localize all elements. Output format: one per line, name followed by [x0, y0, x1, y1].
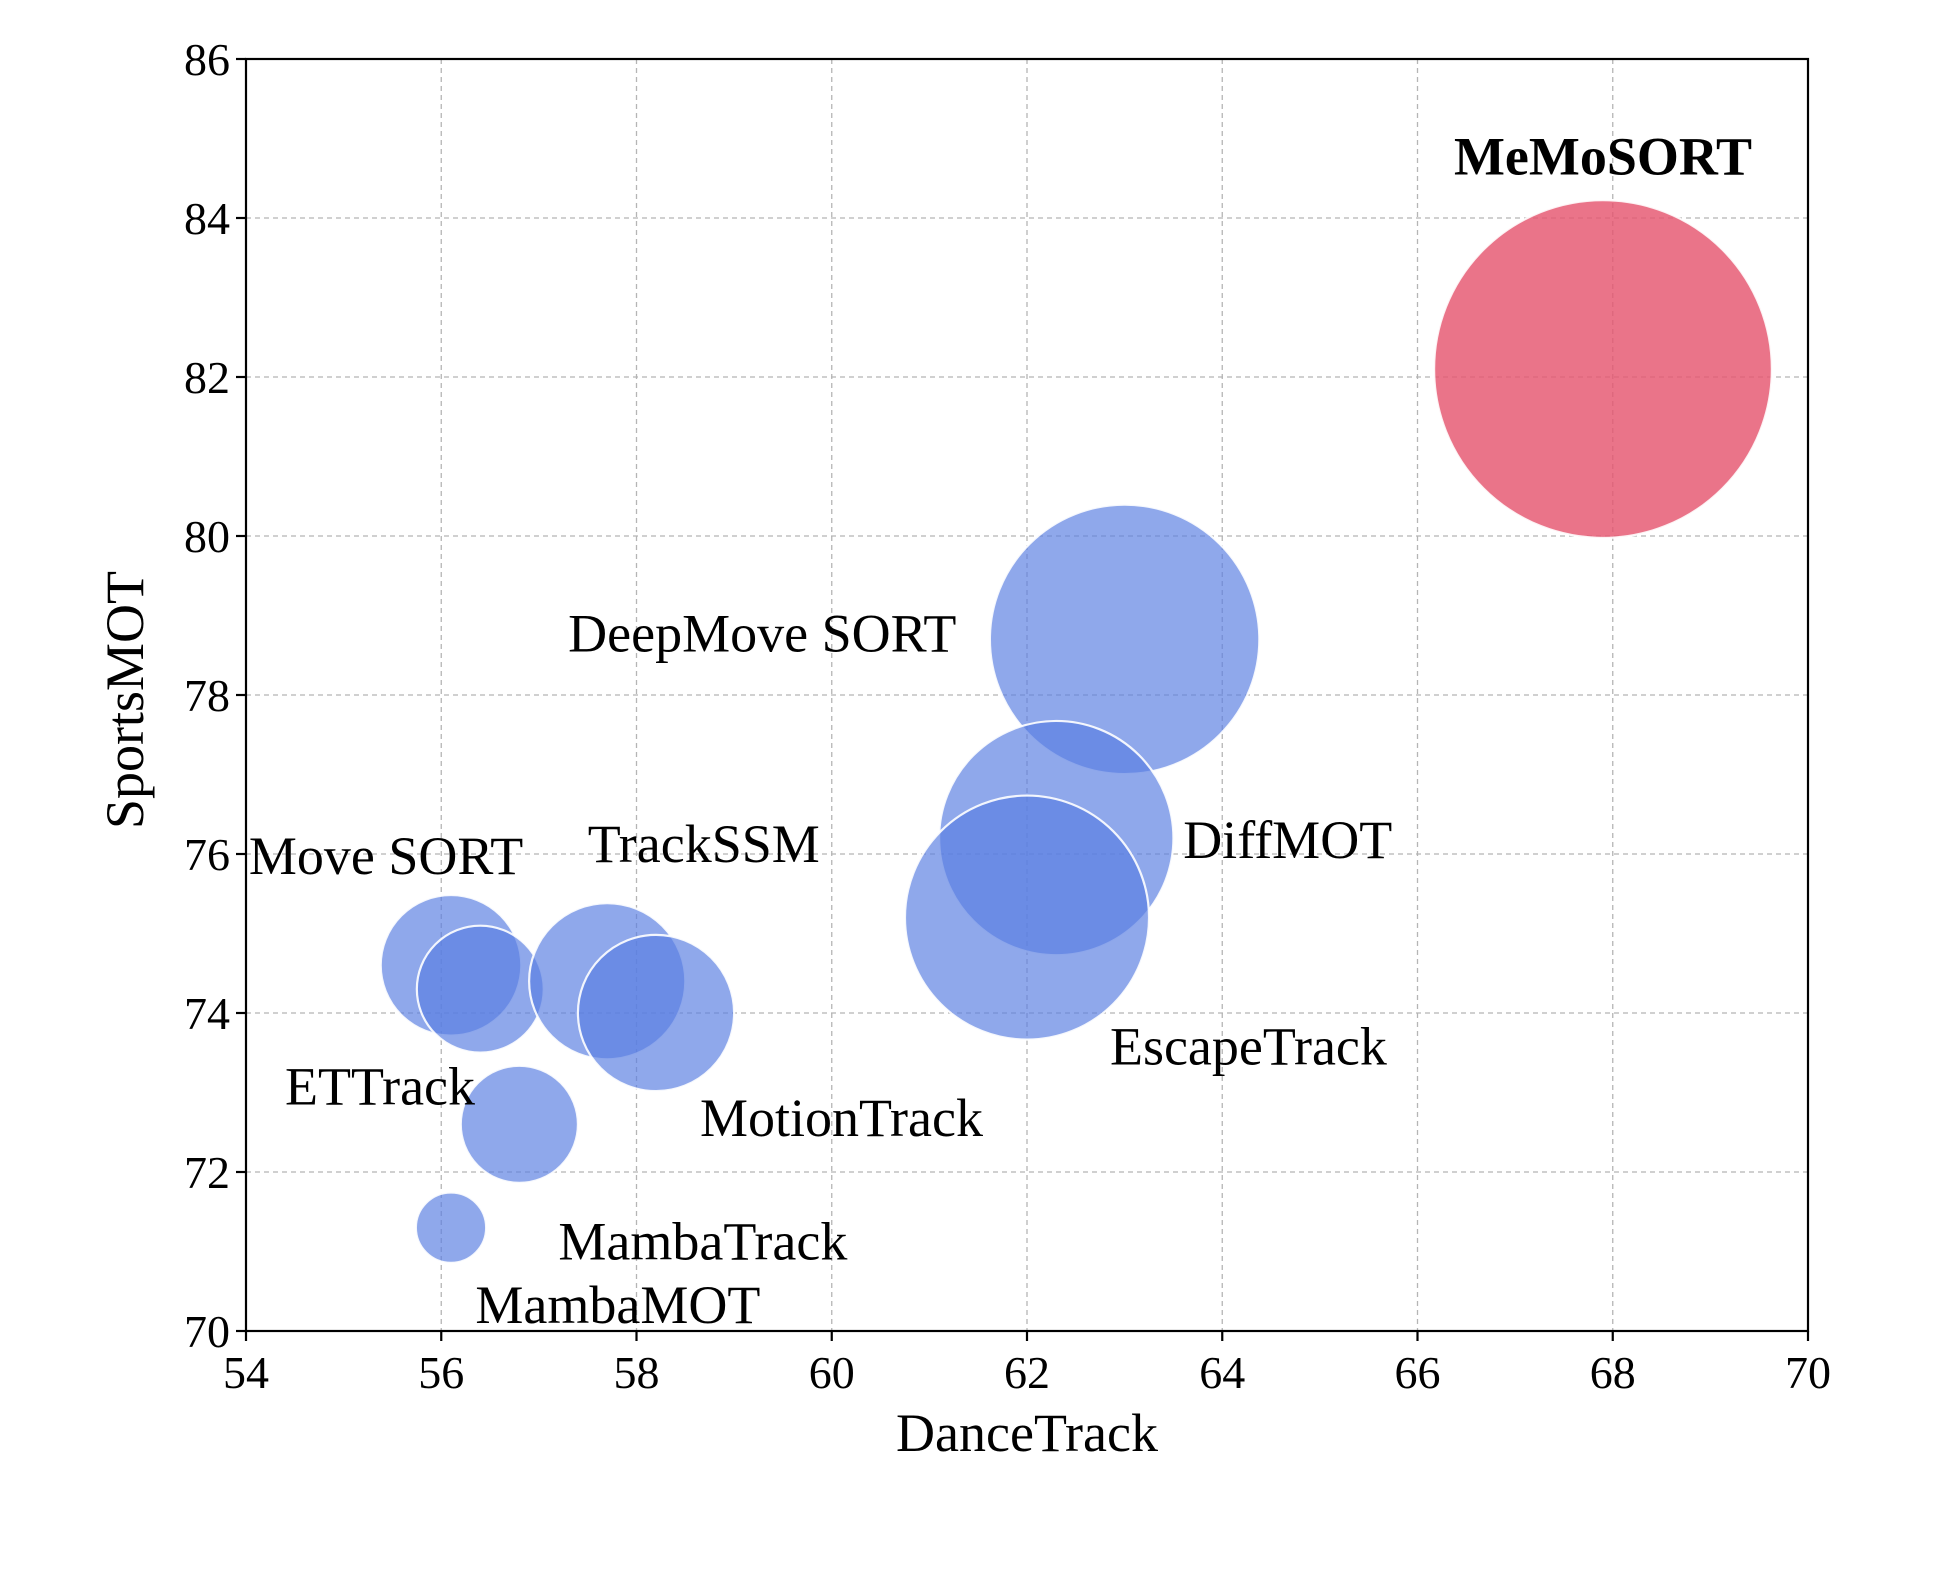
point-label: TrackSSM [588, 814, 820, 874]
bubble-mambatrack [459, 1064, 580, 1184]
x-tick-label: 64 [1199, 1347, 1245, 1398]
bubble-ettrack [415, 924, 545, 1054]
axis-ticks: 54 56 58 60 62 64 66 68 70 70 72 74 76 78 80 82 84 86 [184, 34, 1831, 1398]
bubble-escapetrack [903, 794, 1151, 1041]
x-tick-label: 70 [1785, 1347, 1831, 1398]
x-tick-label: 60 [809, 1347, 855, 1398]
bubble-memosort [1432, 199, 1773, 540]
bubble-mambamot [414, 1191, 488, 1264]
x-tick-label: 56 [418, 1347, 464, 1398]
y-tick-label: 70 [184, 1306, 230, 1357]
bubble-motiontrack [576, 933, 736, 1093]
point-label: MambaMOT [475, 1275, 760, 1335]
point-label: MeMoSORT [1454, 126, 1752, 186]
x-tick-label: 58 [614, 1347, 660, 1398]
y-tick-label: 80 [184, 511, 230, 562]
y-tick-label: 84 [184, 193, 230, 244]
y-tick-label: 72 [184, 1147, 230, 1198]
point-label: MambaTrack [558, 1211, 847, 1271]
x-tick-label: 68 [1590, 1347, 1636, 1398]
point-label: ETTrack [285, 1056, 475, 1116]
x-tick-label: 66 [1395, 1347, 1441, 1398]
y-tick-label: 86 [184, 34, 230, 85]
point-label: EscapeTrack [1110, 1017, 1387, 1077]
x-tick-label: 62 [1004, 1347, 1050, 1398]
point-label: MotionTrack [700, 1088, 983, 1148]
y-axis-title: SportsMOT [95, 571, 155, 829]
point-labels: Move SORT ETTrack TrackSSM MotionTrack Mamba… [249, 126, 1752, 1335]
x-axis-title: DanceTrack [896, 1403, 1158, 1463]
y-tick-label: 74 [184, 988, 230, 1039]
x-tick-label: 54 [223, 1347, 269, 1398]
y-tick-label: 82 [184, 352, 230, 403]
bubbles [379, 199, 1773, 1264]
point-label: Move SORT [249, 826, 523, 886]
y-tick-label: 78 [184, 670, 230, 721]
point-label: DiffMOT [1183, 810, 1392, 870]
point-label: DeepMove SORT [568, 603, 956, 663]
y-tick-label: 76 [184, 829, 230, 880]
